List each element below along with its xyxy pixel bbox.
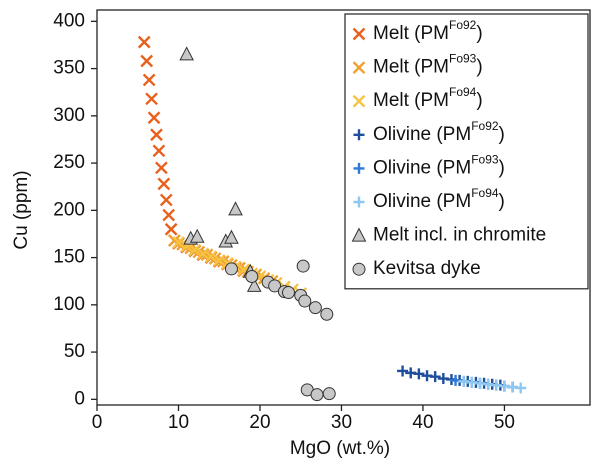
legend-sup: Fo94 (471, 186, 499, 200)
legend-label: Melt (PMFo94) (373, 85, 483, 111)
legend-end: ) (476, 90, 482, 111)
point (320, 307, 334, 321)
legend-marker (352, 61, 366, 74)
point (224, 229, 239, 244)
y-tick-label: 100 (53, 294, 85, 315)
legend-name: Melt (PM (373, 90, 449, 111)
x-tick-label: 20 (249, 412, 270, 433)
y-tick-label: 350 (53, 58, 85, 79)
legend-end: ) (476, 57, 482, 78)
legend-sup: Fo94 (449, 85, 477, 99)
legend-box (344, 13, 589, 290)
legend-marker (352, 94, 366, 108)
legend-marker (353, 162, 365, 174)
legend-label: Olivine (PMFo94) (373, 186, 505, 212)
point (159, 193, 173, 207)
legend-name: Melt (PM (373, 23, 449, 44)
point (140, 54, 154, 68)
legend-name: Kevitsa dyke (373, 258, 481, 279)
point (397, 365, 409, 377)
legend-label: Kevitsa dyke (373, 258, 481, 279)
legend-marker (352, 262, 366, 276)
point (246, 277, 262, 292)
y-axis-label: Cu (ppm) (11, 170, 32, 249)
point (413, 368, 425, 380)
point (308, 301, 322, 315)
x-tick-label: 50 (494, 412, 515, 433)
point (188, 243, 202, 257)
point (152, 144, 166, 158)
point (322, 387, 336, 401)
point (212, 254, 226, 267)
point (157, 177, 171, 191)
point (196, 247, 210, 261)
legend-end: ) (499, 157, 505, 178)
point (145, 92, 158, 106)
legend-marker (352, 27, 366, 41)
x-tick-label: 40 (412, 412, 433, 433)
legend-label: Melt incl. in chromite (373, 225, 546, 246)
legend-name: Melt incl. in chromite (373, 225, 546, 246)
point (162, 208, 176, 222)
point (147, 111, 161, 125)
point (310, 388, 324, 402)
y-tick-label: 0 (74, 388, 85, 409)
point (245, 269, 259, 283)
y-tick-label: 50 (64, 341, 85, 362)
point (142, 73, 156, 87)
point (515, 382, 527, 394)
x-axis-label: MgO (wt.%) (290, 438, 390, 459)
point (281, 286, 295, 300)
y-tick-label: 200 (53, 199, 85, 220)
legend-label: Melt (PMFo93) (373, 52, 483, 78)
point (189, 228, 205, 243)
point (137, 35, 151, 49)
legend-marker (353, 129, 365, 141)
legend-sup: Fo93 (449, 52, 477, 66)
x-tick-label: 0 (92, 412, 103, 433)
point (268, 279, 282, 293)
legend-sup: Fo92 (471, 119, 499, 133)
legend-label: Olivine (PMFo92) (373, 119, 505, 145)
legend-name: Olivine (PM (373, 124, 471, 145)
legend-sup: Fo93 (471, 153, 499, 167)
legend-marker (351, 227, 367, 242)
point (224, 262, 238, 276)
point (172, 236, 185, 249)
point (164, 222, 178, 236)
point (155, 161, 168, 175)
legend: Melt (PMFo92)Melt (PMFo93)Melt (PMFo94)O… (344, 13, 589, 290)
y-tick-label: 250 (53, 152, 85, 173)
legend-end: ) (499, 191, 505, 212)
legend-marker (353, 196, 365, 208)
point (228, 201, 243, 216)
legend-name: Olivine (PM (373, 157, 471, 178)
point (429, 371, 441, 383)
y-tick-label: 300 (53, 105, 85, 126)
point (204, 250, 218, 263)
legend-end: ) (476, 23, 482, 44)
x-tick-label: 10 (168, 412, 189, 433)
x-tick-label: 30 (331, 412, 352, 433)
y-tick-label: 150 (53, 247, 85, 268)
point (298, 294, 312, 308)
point (150, 128, 163, 142)
point (296, 259, 310, 273)
plot-frame (96, 9, 591, 406)
point (179, 46, 194, 61)
legend-label: Melt (PMFo92) (373, 18, 483, 44)
legend-end: ) (499, 124, 505, 145)
legend-sup: Fo92 (449, 18, 477, 32)
legend-label: Olivine (PMFo93) (373, 153, 505, 179)
legend-name: Melt (PM (373, 57, 449, 78)
y-tick-label: 400 (53, 10, 85, 31)
legend-name: Olivine (PM (373, 191, 471, 212)
